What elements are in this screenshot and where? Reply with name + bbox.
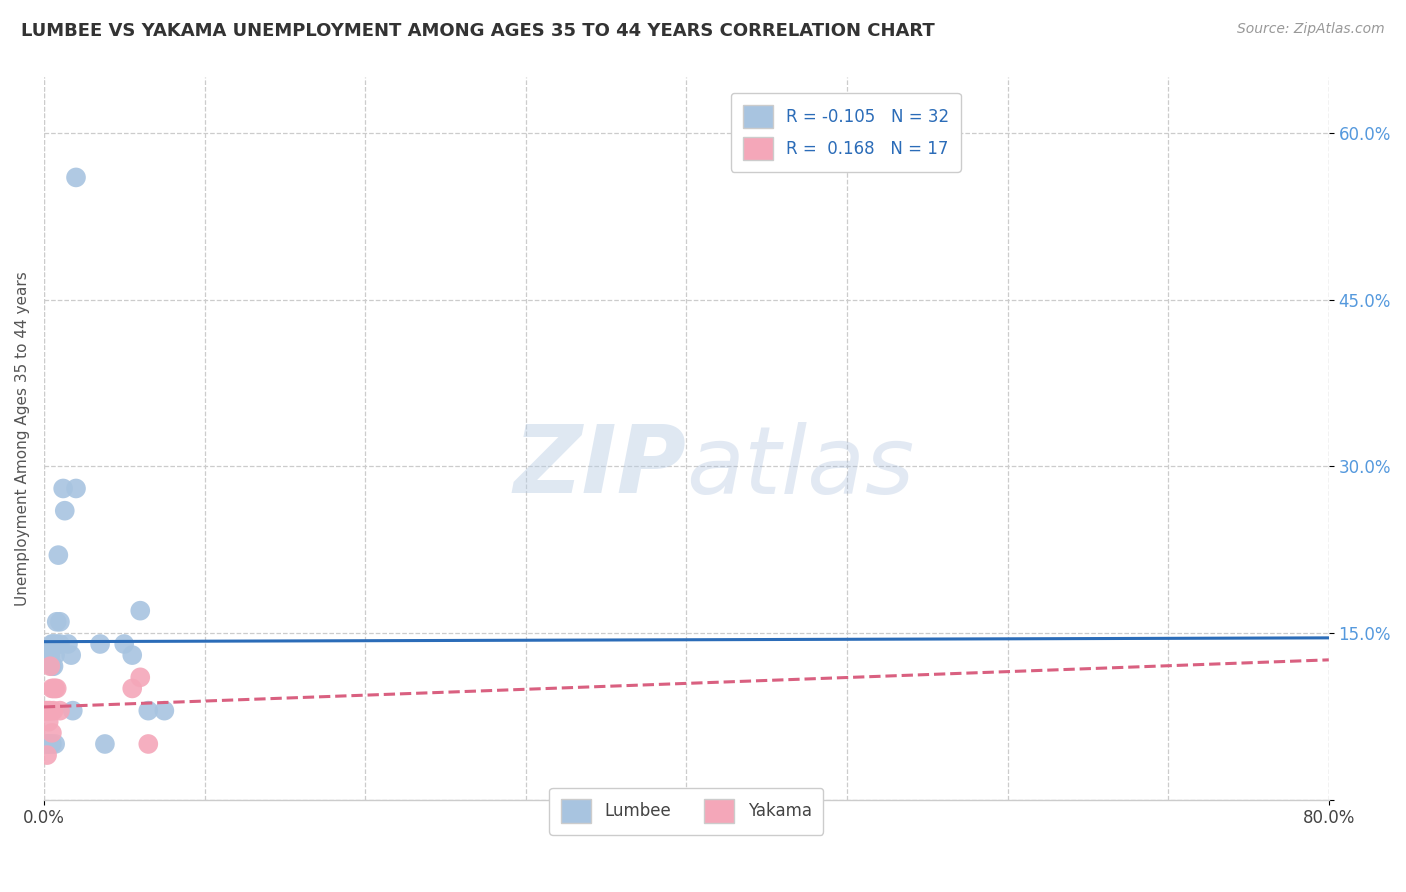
Point: [41, 637, 63, 651]
Point: [65, 482, 87, 496]
Point: [49, 615, 72, 629]
Point: [45, 637, 67, 651]
Text: LUMBEE VS YAKAMA UNEMPLOYMENT AMONG AGES 35 TO 44 YEARS CORRELATION CHART: LUMBEE VS YAKAMA UNEMPLOYMENT AMONG AGES…: [21, 22, 935, 40]
Point: [39, 648, 62, 662]
Point: [37, 748, 59, 763]
Point: [42, 681, 65, 696]
Point: [56, 637, 79, 651]
Point: [129, 604, 152, 618]
Point: [136, 704, 159, 718]
Point: [60, 648, 83, 662]
Point: [44, 648, 66, 662]
Point: [46, 548, 69, 562]
Point: [121, 681, 143, 696]
Point: [136, 737, 159, 751]
Text: Source: ZipAtlas.com: Source: ZipAtlas.com: [1237, 22, 1385, 37]
Text: atlas: atlas: [686, 422, 914, 513]
Point: [65, 170, 87, 185]
Point: [49, 704, 72, 718]
Point: [112, 637, 135, 651]
Point: [42, 704, 65, 718]
Point: [38, 714, 60, 729]
Point: [53, 504, 76, 518]
Point: [41, 659, 63, 673]
Point: [41, 737, 63, 751]
Point: [39, 659, 62, 673]
Point: [41, 681, 63, 696]
Point: [129, 670, 152, 684]
Legend: Lumbee, Yakama: Lumbee, Yakama: [550, 788, 824, 835]
Point: [39, 704, 62, 718]
Point: [44, 681, 66, 696]
Point: [89, 637, 111, 651]
Point: [34, 737, 56, 751]
Point: [44, 737, 66, 751]
Point: [38, 704, 60, 718]
Point: [37, 737, 59, 751]
Point: [41, 726, 63, 740]
Point: [34, 704, 56, 718]
Point: [42, 637, 65, 651]
Point: [49, 637, 72, 651]
Y-axis label: Unemployment Among Ages 35 to 44 years: Unemployment Among Ages 35 to 44 years: [15, 271, 30, 606]
Point: [121, 648, 143, 662]
Point: [39, 737, 62, 751]
Point: [38, 648, 60, 662]
Text: ZIP: ZIP: [513, 421, 686, 514]
Point: [153, 704, 176, 718]
Point: [94, 737, 117, 751]
Point: [45, 681, 67, 696]
Point: [62, 704, 84, 718]
Point: [42, 659, 65, 673]
Point: [38, 737, 60, 751]
Point: [45, 615, 67, 629]
Point: [37, 704, 59, 718]
Point: [52, 482, 75, 496]
